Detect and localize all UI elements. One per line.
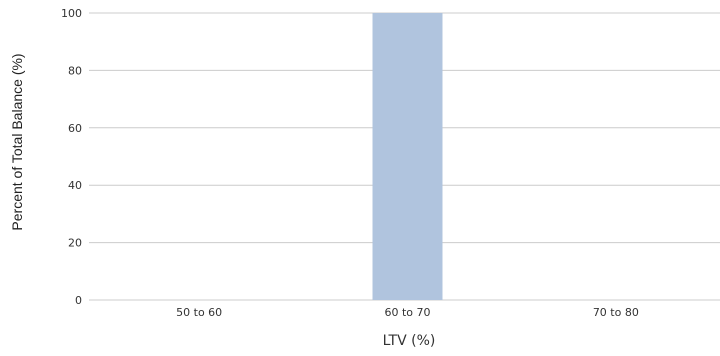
x-tick-label: 50 to 60 [176, 306, 222, 319]
y-tick-label: 60 [68, 122, 82, 135]
bar-60-to-70 [372, 13, 443, 300]
x-axis-title: LTV (%) [383, 333, 436, 349]
y-tick-label: 100 [61, 7, 82, 20]
bars [372, 13, 443, 300]
y-tick-label: 0 [75, 294, 82, 307]
x-tick-labels: 50 to 60 60 to 70 70 to 80 [176, 306, 639, 319]
x-tick-label: 60 to 70 [384, 306, 430, 319]
y-tick-label: 40 [68, 179, 82, 192]
y-tick-labels: 0 20 40 60 80 100 [61, 7, 82, 307]
y-tick-label: 20 [68, 237, 82, 250]
y-tick-label: 80 [68, 64, 82, 77]
y-axis-title: Percent of Total Balance (%) [9, 53, 25, 230]
x-tick-label: 70 to 80 [593, 306, 639, 319]
